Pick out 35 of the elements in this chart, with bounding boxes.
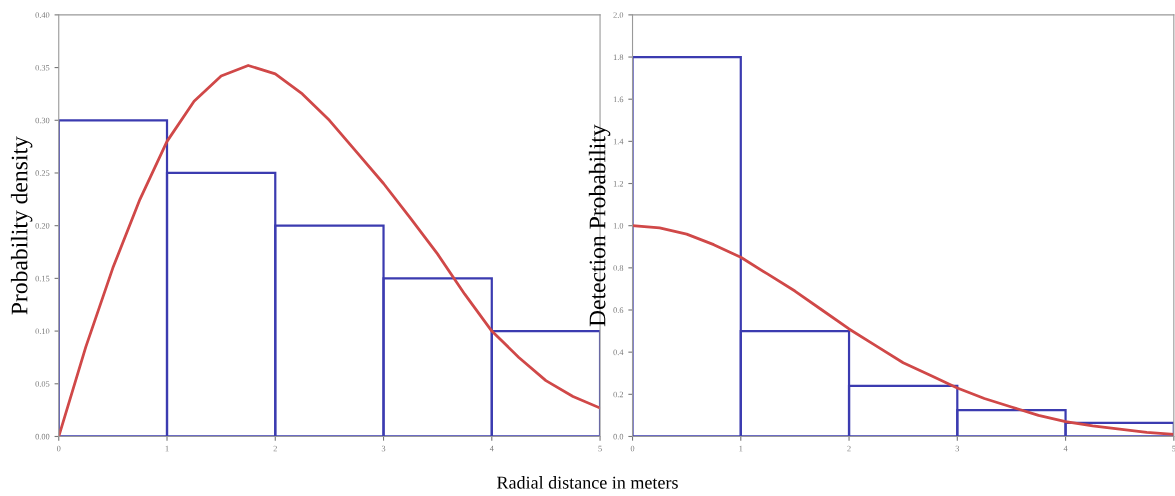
y-axis-title: Probability density [10,136,33,315]
y-tick-label: 0.0 [613,433,624,440]
x-tick-label: 4 [489,445,494,452]
y-tick-label: 0.40 [35,12,50,18]
x-tick-label: 0 [630,445,635,452]
y-tick-label: 0.10 [35,328,50,335]
y-tick-label: 0.4 [613,349,624,356]
x-tick-label: 0 [56,445,61,452]
y-tick-label: 0.15 [35,275,50,282]
x-tick-label: 5 [1172,445,1175,452]
x-tick-label: 3 [955,445,960,452]
y-tick-label: 1.4 [613,138,624,145]
y-tick-label: 1.2 [613,180,624,187]
x-tick-label: 4 [1063,445,1068,452]
x-tick-label: 1 [165,445,169,452]
y-tick-label: 0.30 [35,117,50,124]
x-tick-label: 1 [739,445,743,452]
x-tick-label: 5 [598,445,602,452]
y-tick-label: 0.35 [35,64,50,71]
y-tick-label: 0.6 [613,307,624,314]
y-tick-label: 0.00 [35,433,50,440]
x-axis-title: Radial distance in meters [497,476,678,489]
y-tick-label: 1.8 [613,54,624,61]
y-tick-label: 0.2 [613,391,624,398]
y-tick-label: 0.25 [35,170,50,176]
y-tick-label: 0.8 [613,265,624,271]
y-tick-label: 0.20 [35,223,50,229]
y-tick-label: 1.0 [613,223,624,229]
y-tick-label: 1.6 [613,96,624,103]
x-tick-label: 3 [381,445,386,452]
x-tick-label: 2 [847,445,851,452]
y-tick-label: 0.05 [35,381,50,387]
y-tick-label: 2.0 [613,12,624,18]
y-axis-title: Detection Probability [588,124,611,327]
x-tick-label: 2 [273,445,277,452]
